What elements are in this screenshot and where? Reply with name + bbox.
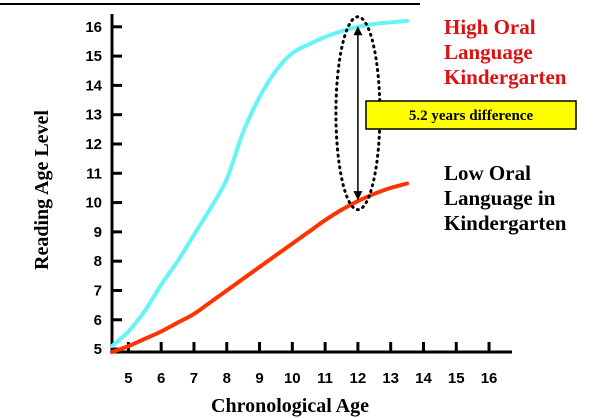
axes — [110, 14, 512, 354]
y-axis-label: Reading Age Level — [31, 110, 53, 270]
x-tick-label-9: 9 — [255, 370, 263, 387]
high-oral-label: High Oral Language Kindergarten — [444, 15, 567, 89]
x-tick-label-6: 6 — [157, 370, 165, 387]
x-tick-label-15: 15 — [448, 370, 465, 387]
x-tick-label-11: 11 — [317, 370, 333, 387]
y-tick-label-15: 15 — [85, 48, 102, 65]
y-tick-label-12: 12 — [85, 136, 102, 153]
y-tick-label-14: 14 — [85, 77, 102, 94]
x-tick-label-8: 8 — [223, 370, 231, 387]
y-tick-label-13: 13 — [85, 107, 102, 124]
low-oral-label-line-2: Language in — [444, 186, 556, 210]
high-oral-language-line — [110, 18, 410, 349]
low-oral-label-line-3: Kindergarten — [444, 211, 567, 235]
y-tick-label-9: 9 — [94, 224, 102, 241]
y-axis-ticks: 5 6 7 8 9 10 11 12 13 14 15 16 — [85, 19, 122, 358]
x-axis-ticks: 5 6 7 8 9 10 11 12 13 14 15 16 — [124, 342, 497, 387]
high-oral-label-line-3: Kindergarten — [444, 65, 567, 89]
x-tick-label-14: 14 — [415, 370, 432, 387]
high-oral-label-line-2: Language — [444, 40, 533, 64]
high-oral-label-line-1: High Oral — [444, 15, 536, 39]
x-axis-label: Chronological Age — [211, 395, 369, 417]
y-tick-label-8: 8 — [94, 253, 102, 270]
low-oral-label-line-1: Low Oral — [444, 161, 531, 185]
y-tick-label-7: 7 — [94, 282, 102, 299]
low-oral-language-line — [110, 181, 410, 354]
x-tick-label-10: 10 — [284, 370, 301, 387]
difference-label-box — [365, 100, 577, 130]
y-tick-label-6: 6 — [94, 312, 102, 329]
y-tick-label-16: 16 — [85, 19, 102, 36]
low-oral-label: Low Oral Language in Kindergarten — [444, 161, 567, 235]
difference-label-text: 5.2 years difference — [409, 108, 534, 124]
x-tick-label-7: 7 — [190, 370, 198, 387]
y-tick-label-10: 10 — [85, 195, 102, 212]
series-lines — [110, 18, 410, 354]
difference-annotation: 5.2 years difference — [334, 15, 577, 212]
x-tick-label-16: 16 — [481, 370, 498, 387]
x-tick-label-13: 13 — [382, 370, 399, 387]
x-tick-label-5: 5 — [124, 370, 132, 387]
y-tick-label-5: 5 — [94, 341, 102, 358]
y-tick-label-11: 11 — [86, 165, 102, 182]
x-tick-label-12: 12 — [350, 370, 367, 387]
